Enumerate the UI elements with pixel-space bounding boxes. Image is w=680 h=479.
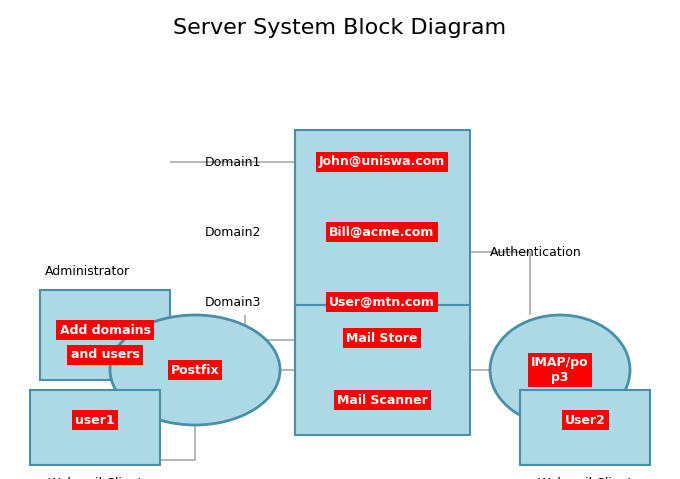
Bar: [30, 390, 160, 465]
Text: John@uniswa.com: John@uniswa.com: [319, 156, 445, 169]
Bar: [295, 130, 470, 340]
Text: Mail Store: Mail Store: [346, 331, 418, 344]
Text: Mail Scanner: Mail Scanner: [337, 394, 427, 407]
Text: User2: User2: [564, 413, 605, 426]
Ellipse shape: [490, 315, 630, 425]
Text: Server System Block Diagram: Server System Block Diagram: [173, 18, 507, 38]
Text: Webmail Client: Webmail Client: [538, 477, 632, 479]
Text: Postfix: Postfix: [171, 364, 220, 376]
Text: Domain1: Domain1: [205, 156, 261, 169]
Text: Domain2: Domain2: [205, 226, 261, 239]
Text: IMAP/po
p3: IMAP/po p3: [531, 356, 589, 384]
Text: Administrator: Administrator: [45, 265, 130, 278]
Text: Bill@acme.com: Bill@acme.com: [329, 226, 435, 239]
Text: Webmail Client: Webmail Client: [48, 477, 142, 479]
Text: User@mtn.com: User@mtn.com: [329, 296, 435, 308]
Text: user1: user1: [75, 413, 115, 426]
Bar: [295, 305, 470, 435]
Text: Authentication: Authentication: [490, 246, 582, 259]
Text: and users: and users: [71, 349, 139, 362]
Ellipse shape: [110, 315, 280, 425]
Bar: [520, 390, 650, 465]
Text: Domain3: Domain3: [205, 296, 261, 308]
Bar: [40, 290, 170, 380]
Text: Add domains: Add domains: [60, 323, 150, 337]
